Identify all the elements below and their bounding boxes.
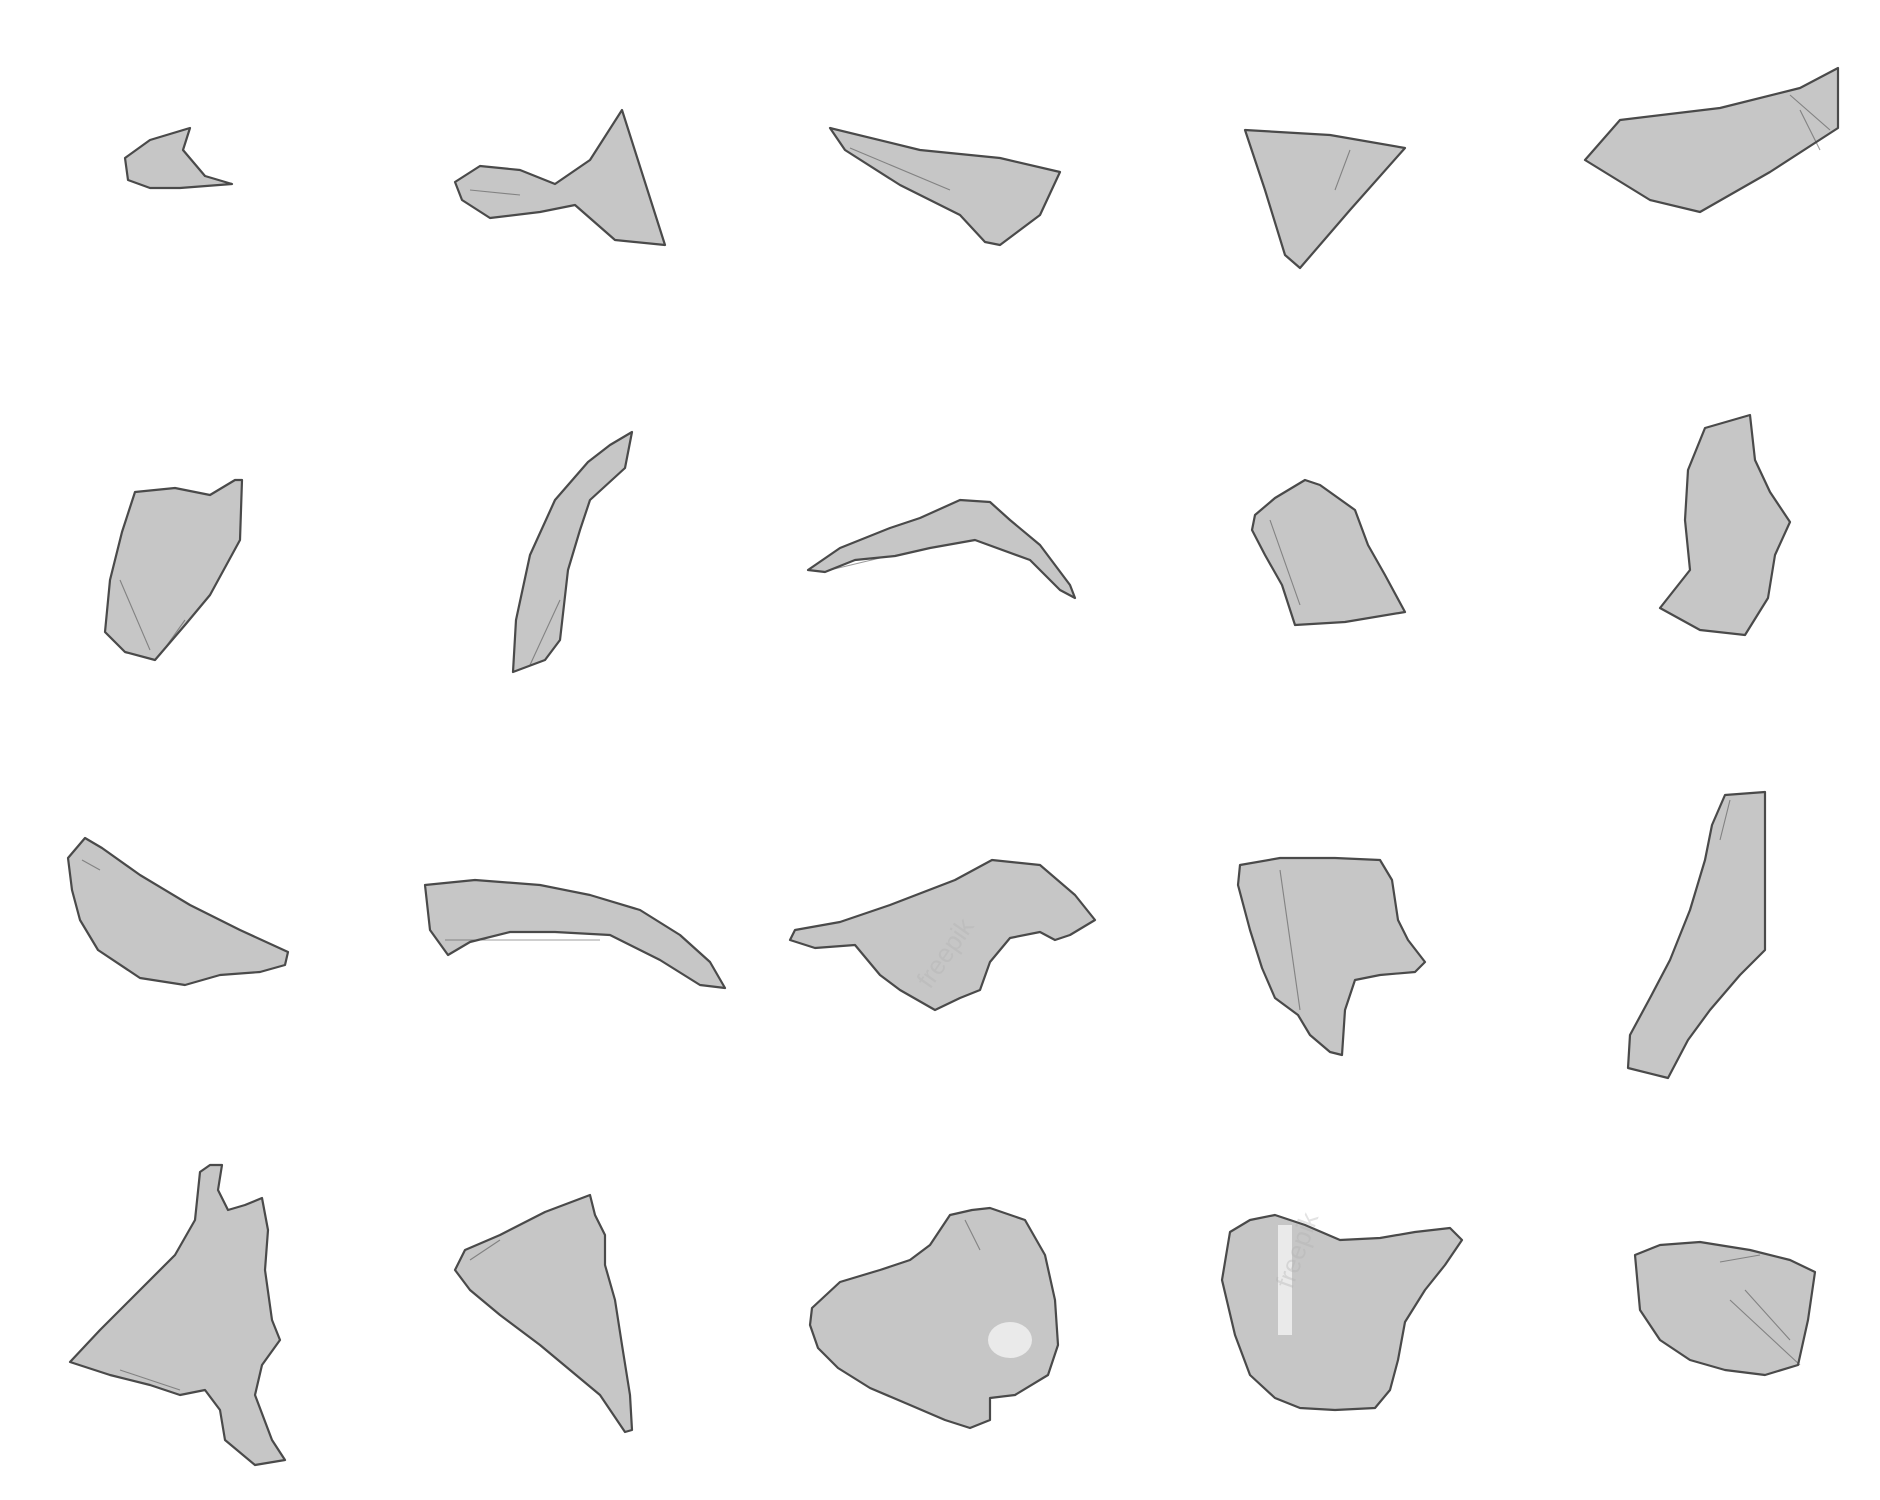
- glass-highlight: [988, 1322, 1032, 1358]
- glass-shard: [1583, 66, 1840, 214]
- glass-shard: [453, 108, 667, 247]
- glass-shard: [1236, 856, 1427, 1057]
- glass-shard: [1658, 413, 1792, 637]
- glass-shard: [66, 836, 290, 987]
- glass-shard: [68, 1163, 287, 1467]
- glass-highlight: [1278, 1225, 1292, 1335]
- glass-shard: freepik: [1220, 1208, 1464, 1412]
- glass-shard: [103, 478, 244, 662]
- glass-shard: [1243, 128, 1407, 270]
- glass-shard: [828, 126, 1062, 247]
- glass-shard: [423, 878, 727, 990]
- glass-shard: [511, 430, 634, 674]
- glass-shard: [1633, 1240, 1817, 1377]
- glass-shard: [1626, 790, 1767, 1080]
- glass-shard: [453, 1193, 634, 1434]
- glass-shard: freepik: [788, 858, 1097, 1012]
- glass-shard: [808, 1206, 1060, 1430]
- glass-shard: [1250, 478, 1407, 627]
- glass-shard: [806, 498, 1077, 600]
- glass-shard: [123, 126, 234, 190]
